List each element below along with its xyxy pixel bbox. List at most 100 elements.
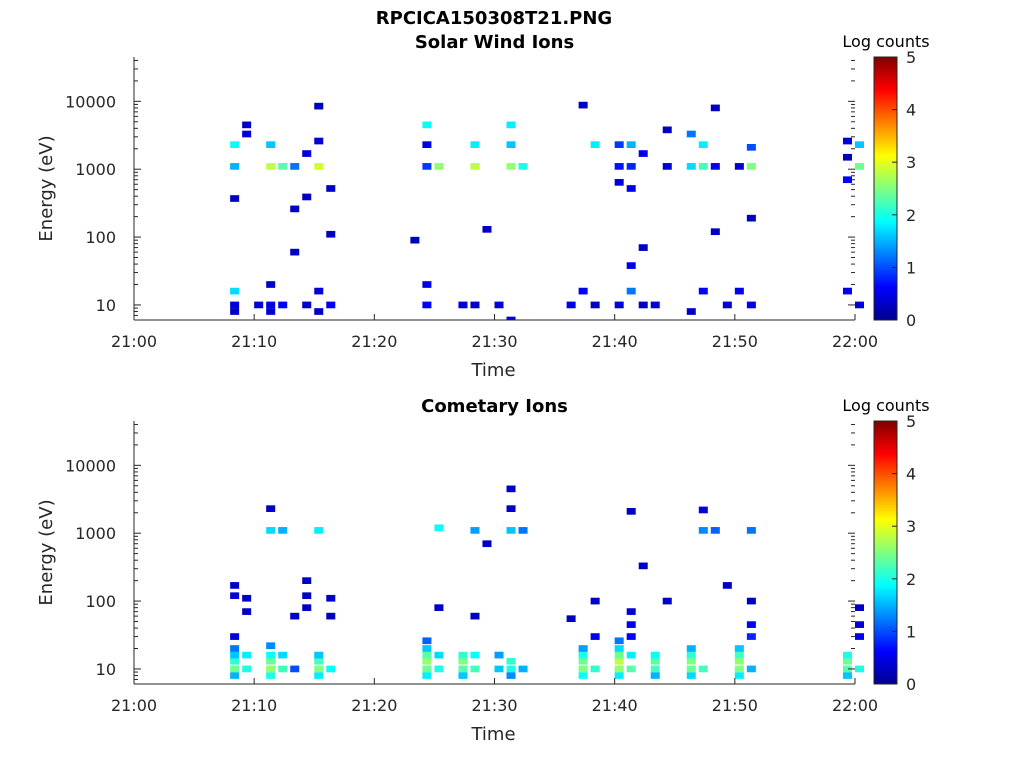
x-tick-label: 21:20 [351,332,397,351]
heatmap-cell [326,612,336,620]
heatmap-cell [470,527,480,534]
heatmap-cell [506,163,516,170]
heatmap-cell [506,657,516,665]
colorbar-tick-label: 5 [906,412,916,431]
heatmap-cell [266,163,276,170]
heatmap-cell [590,633,600,640]
panel-1: Solar Wind Ions 21:00 21:10 21:20 21:30 21:40… [36,32,930,381]
heatmap-cell [855,301,865,309]
colorbar-tick-label: 2 [906,206,916,225]
panel-title: Solar Wind Ions [415,32,574,53]
heatmap-cell [650,301,660,309]
figure-title: RPCICA150308T21.PNG [376,8,612,29]
heatmap-cell [482,225,492,233]
x-axis-label: Time [470,360,515,381]
heatmap-cell [518,527,528,534]
heatmap-cell [842,651,852,659]
heatmap-cell [230,633,240,640]
heatmap-cell [650,657,660,665]
heatmap-cell [746,301,756,309]
heatmap-cell [614,665,624,673]
heatmap-cell [686,130,696,138]
colorbar-gradient [873,56,898,321]
y-tick-label: 100 [85,592,116,611]
heatmap-cell [314,527,324,534]
heatmap-cell [734,672,744,679]
heatmap-cell [614,651,624,659]
x-tick-label: 21:30 [471,332,517,351]
heatmap-cell [254,301,264,309]
heatmap-cell [422,672,432,679]
heatmap-cell [242,651,252,659]
heatmap-cell [422,301,432,309]
heatmap-cell [266,301,276,309]
heatmap-cell [458,657,468,665]
heatmap-cell [266,505,276,512]
x-tick-label: 21:10 [231,332,277,351]
y-tick-label: 10 [96,660,116,679]
colorbar-tick-label: 0 [906,675,916,694]
heatmap-cell [734,645,744,652]
heatmap-cell [230,582,240,589]
heatmap-cell [506,672,516,679]
heatmap-cell [506,527,516,534]
heatmap-cell [734,287,744,295]
heatmap-cell [506,485,516,493]
heatmap-cell [266,281,276,288]
heatmap-cell [422,645,432,652]
heatmap-cell [746,143,756,151]
heatmap-cell [326,594,336,602]
heatmap-cell [266,642,276,650]
heatmap-cell [578,287,588,295]
heatmap-cell [422,141,432,148]
heatmap-cell [566,301,576,309]
heatmap-cell [842,153,852,161]
heatmap-cell [434,665,444,673]
colorbar-tick-label: 0 [906,311,916,330]
heatmap-cell [302,604,312,611]
heatmap-cell [578,672,588,679]
heatmap-cell [506,316,516,320]
heatmap-cell [626,651,636,659]
colorbar-tick-label: 1 [906,258,916,277]
colorbar-label: Log counts [842,396,929,415]
colorbar-label: Log counts [842,32,929,51]
x-axis-label: Time [470,724,515,745]
heatmap-cell [230,665,240,673]
heatmap-cell [746,527,756,534]
heatmap-cell [494,301,504,309]
heatmap-cell [314,163,324,170]
heatmap-cell [410,236,420,244]
heatmap-cell [470,651,480,659]
heatmap-cell [710,527,720,534]
heatmap-cell [242,608,252,615]
x-tick-label: 21:10 [231,696,277,715]
x-tick-label: 21:40 [592,696,638,715]
heatmap-cell [482,540,492,548]
heatmap-cell [855,633,865,640]
heatmap-cell [302,592,312,600]
heatmap-cell [590,665,600,673]
heatmap-cell [470,163,480,170]
heatmap-cell [266,665,276,673]
y-axis-label: Energy (eV) [36,499,57,605]
heatmap-cell [638,150,648,157]
heatmap-cell [422,651,432,659]
heatmap-cell [638,301,648,309]
heatmap-cell [746,633,756,640]
heatmap-cell [566,615,576,623]
heatmap-cell [746,163,756,170]
heatmap-cell [266,527,276,534]
heatmap-cell [290,205,300,213]
heatmap-cell [266,308,276,315]
heatmap-cell [242,121,252,129]
heatmap-cell [842,665,852,673]
heatmap-cell [326,665,336,673]
heatmap-cell [230,141,240,148]
heatmap-cell [470,141,480,148]
heatmap-cell [842,672,852,679]
heatmap-cell [494,651,504,659]
heatmap-cell [698,506,708,514]
heatmap-cell [458,665,468,673]
heatmap-cell [710,228,720,236]
